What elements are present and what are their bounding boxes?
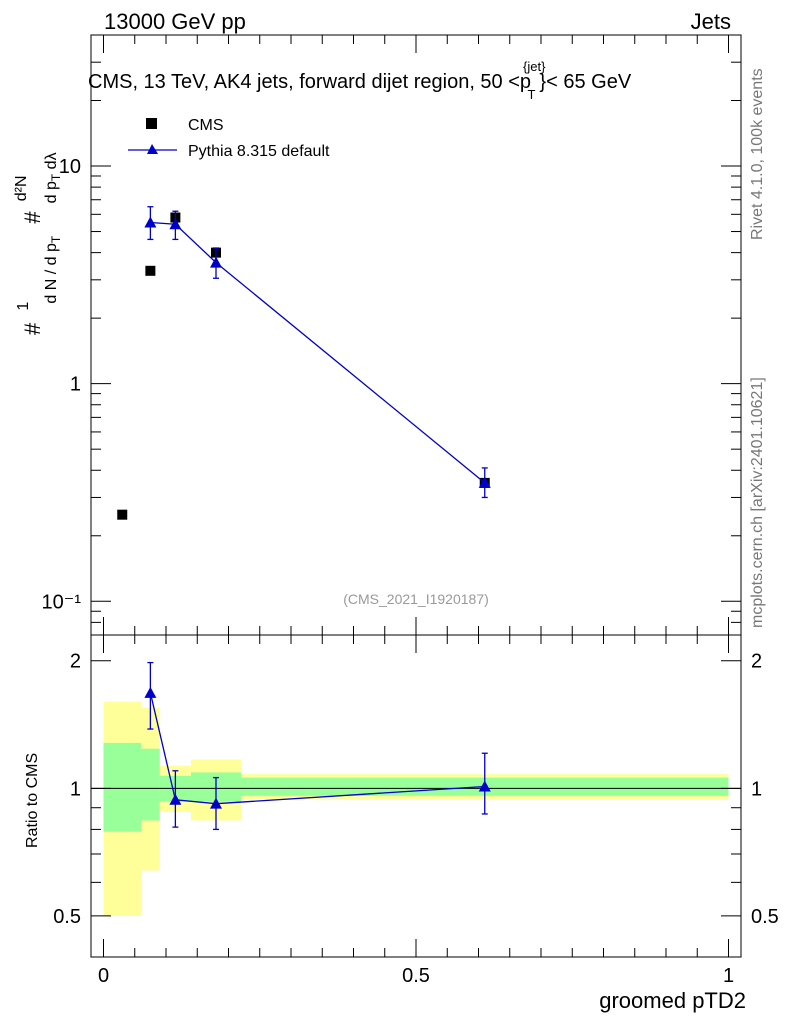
watermark: (CMS_2021_I1920187) bbox=[343, 591, 489, 607]
plot-title: CMS, 13 TeV, AK4 jets, forward dijet reg… bbox=[88, 59, 632, 102]
ratio-y-axis-label: Ratio to CMS bbox=[24, 753, 41, 848]
plot-title-end: }< 65 GeV bbox=[539, 71, 631, 93]
x-axis-label: groomed pTD2 bbox=[599, 988, 746, 1013]
header-right: Jets bbox=[691, 9, 731, 34]
legend-mc-label: Pythia 8.315 default bbox=[188, 143, 330, 160]
ratio-point bbox=[210, 797, 222, 809]
main-y-axis-label: # 1 d N / d pT # d²N d pT dλ bbox=[6, 152, 65, 335]
ratio-y-tick-labels: 0.5 0.5 1 1 2 2 bbox=[53, 651, 779, 928]
legend-mc-marker bbox=[147, 144, 158, 154]
x-tick-label: 0.5 bbox=[402, 965, 430, 987]
ratio-uncertainty-bands bbox=[103, 701, 729, 916]
mc-point bbox=[210, 256, 222, 268]
x-tick-label: 0 bbox=[98, 965, 109, 987]
plot-title-main: CMS, 13 TeV, AK4 jets, forward dijet reg… bbox=[88, 71, 531, 93]
rivet-label: Rivet 4.1.0, 100k events bbox=[749, 68, 766, 240]
ratio-point bbox=[478, 780, 491, 792]
ratio-point bbox=[169, 793, 182, 805]
header-left: 13000 GeV pp bbox=[104, 9, 246, 34]
ratio-band-inner bbox=[141, 748, 160, 821]
ratio-plot-ticks bbox=[91, 635, 741, 958]
mc-point bbox=[478, 476, 491, 488]
legend-data-label: CMS bbox=[188, 117, 224, 134]
legend-data-marker bbox=[146, 118, 157, 129]
y-tick-label: 1 bbox=[70, 374, 81, 396]
ratio-plot-panel: 0.5 0.51 12 2 0 0.5 1 Ratio to CMS groomed pT… bbox=[24, 634, 779, 1013]
ratio-y-tick-label: 0.5 bbox=[53, 906, 81, 928]
ratio-plot-series bbox=[144, 661, 491, 831]
ratio-mc-line bbox=[149, 692, 485, 805]
main-plot-ticks bbox=[91, 34, 741, 636]
mc-point bbox=[144, 216, 157, 228]
main-plot-series bbox=[117, 206, 491, 520]
data-point bbox=[117, 509, 128, 520]
plot-title-sub: T bbox=[527, 87, 535, 102]
ratio-point bbox=[144, 686, 157, 698]
ratio-band-inner bbox=[103, 742, 141, 832]
ratio-y-tick-label-right: 2 bbox=[751, 651, 762, 673]
main-y-tick-labels: 10⁻¹ 1 10 bbox=[42, 156, 82, 613]
svg-text:CMS, 13 TeV, AK4 jets, forward: CMS, 13 TeV, AK4 jets, forward dijet reg… bbox=[88, 59, 632, 102]
y-tick-label: 10⁻¹ bbox=[42, 591, 82, 613]
mc-line bbox=[150, 221, 486, 484]
y-tick-label: 10 bbox=[59, 156, 81, 178]
x-tick-labels: 0 0.5 1 bbox=[98, 965, 734, 987]
ratio-y-tick-label-right: 1 bbox=[751, 778, 762, 800]
data-point bbox=[145, 265, 156, 276]
ratio-y-tick-label: 2 bbox=[70, 651, 81, 673]
mcplots-label: mcplots.cern.ch [arXiv:2401.10621] bbox=[749, 377, 766, 628]
mc-point bbox=[169, 218, 182, 230]
ratio-y-tick-label: 1 bbox=[70, 778, 81, 800]
plot-title-sup: {jet} bbox=[523, 59, 546, 74]
ratio-y-tick-label-right: 0.5 bbox=[751, 906, 779, 928]
svg-text:# 1 d N / d pT: # 1 d N / d pT # d²N d pT dλ bbox=[6, 152, 65, 335]
x-tick-label: 1 bbox=[723, 965, 734, 987]
legend: CMS Pythia 8.315 default bbox=[128, 117, 330, 160]
